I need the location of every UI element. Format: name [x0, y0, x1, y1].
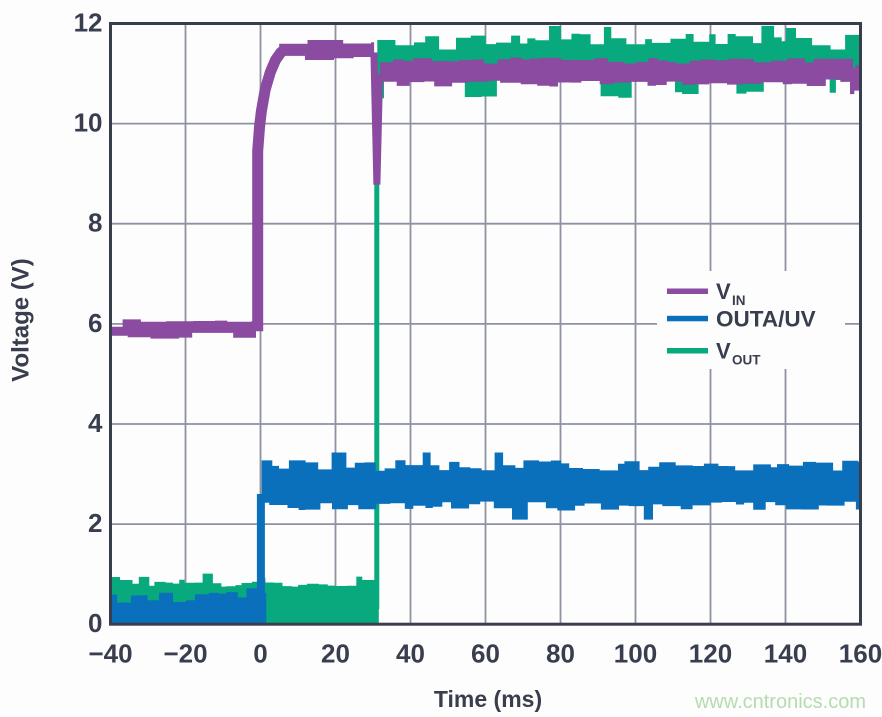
svg-text:IN: IN	[732, 293, 746, 308]
svg-text:100: 100	[614, 639, 657, 669]
svg-text:Time (ms): Time (ms)	[434, 686, 542, 712]
svg-text:10: 10	[74, 108, 103, 138]
svg-text:140: 140	[764, 639, 807, 669]
svg-text:60: 60	[471, 639, 500, 669]
svg-text:0: 0	[88, 608, 102, 638]
svg-text:8: 8	[88, 208, 102, 238]
svg-text:12: 12	[74, 8, 103, 38]
svg-text:20: 20	[321, 639, 350, 669]
svg-text:Voltage (V): Voltage (V)	[8, 258, 35, 382]
svg-text:80: 80	[546, 639, 575, 669]
svg-text:6: 6	[88, 308, 102, 338]
svg-text:OUT: OUT	[732, 353, 761, 368]
svg-text:V: V	[716, 279, 731, 304]
svg-text:−40: −40	[88, 639, 132, 669]
svg-text:www.cntronics.com: www.cntronics.com	[694, 691, 866, 713]
svg-text:4: 4	[88, 408, 103, 438]
svg-text:120: 120	[689, 639, 732, 669]
svg-text:0: 0	[253, 639, 267, 669]
svg-text:−20: −20	[163, 639, 207, 669]
svg-text:OUTA/UV: OUTA/UV	[716, 307, 816, 332]
svg-text:V: V	[716, 339, 731, 364]
svg-text:160: 160	[839, 639, 882, 669]
svg-text:2: 2	[88, 508, 102, 538]
svg-text:40: 40	[396, 639, 425, 669]
